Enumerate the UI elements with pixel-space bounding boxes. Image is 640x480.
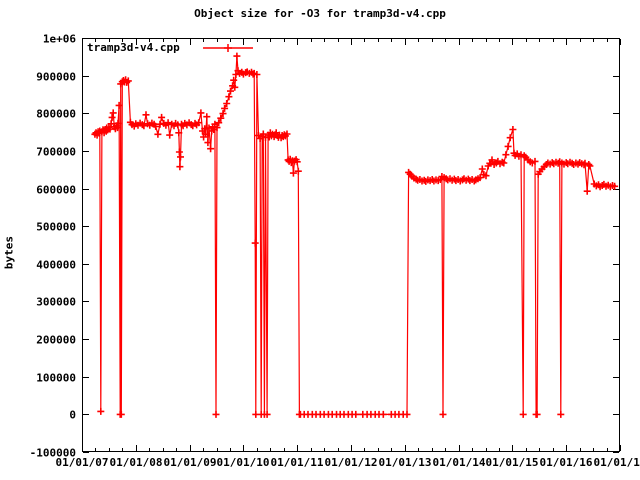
x-tick-label: 01/01/08 <box>110 456 163 469</box>
y-tick-label: 700000 <box>36 146 76 159</box>
legend-sample-line-icon <box>202 43 253 52</box>
x-tick-label: 01/01/07 <box>56 456 109 469</box>
x-axis-tick-labels: 01/01/07 01/01/08 01/01/09 01/01/10 01/01/11… <box>56 456 640 469</box>
y-tick-label: 600000 <box>36 184 76 197</box>
y-axis-tick-labels: -100000 0 100000 200000 300000 400000 500000 60… <box>30 33 77 460</box>
y-tick-label: -100000 <box>30 447 76 460</box>
chart-title: Object size for -O3 for tramp3d-v4.cpp <box>194 7 446 20</box>
x-tick-label: 01/01/13 <box>379 456 432 469</box>
plot-border <box>82 38 620 452</box>
y-axis-ticks <box>83 38 619 453</box>
y-tick-label: 800000 <box>36 108 76 121</box>
x-tick-label: 01/01/15 <box>486 456 539 469</box>
x-tick-label: 01/01/11 <box>271 456 324 469</box>
legend: tramp3d-v4.cpp <box>87 41 254 54</box>
y-tick-label: 0 <box>69 409 76 422</box>
x-tick-label: 01/01/10 <box>217 456 270 469</box>
x-tick-label: 01/01/14 <box>433 456 486 469</box>
x-tick-label: 01/01/17 <box>594 456 640 469</box>
y-tick-label: 900000 <box>36 71 76 84</box>
x-tick-label: 01/01/16 <box>540 456 593 469</box>
series-tramp3d-v4-cpp <box>91 52 619 418</box>
series-line <box>94 56 615 415</box>
x-axis-ticks <box>82 39 621 451</box>
x-tick-label: 01/01/12 <box>325 456 378 469</box>
x-tick-label: 01/01/09 <box>164 456 217 469</box>
y-tick-label: 500000 <box>36 221 76 234</box>
y-tick-label: 1e+06 <box>43 33 76 46</box>
series-markers <box>91 52 619 418</box>
y-tick-label: 100000 <box>36 372 76 385</box>
legend-series-label: tramp3d-v4.cpp <box>87 41 180 54</box>
y-tick-label: 300000 <box>36 296 76 309</box>
y-tick-label: 400000 <box>36 259 76 272</box>
y-tick-label: 200000 <box>36 334 76 347</box>
